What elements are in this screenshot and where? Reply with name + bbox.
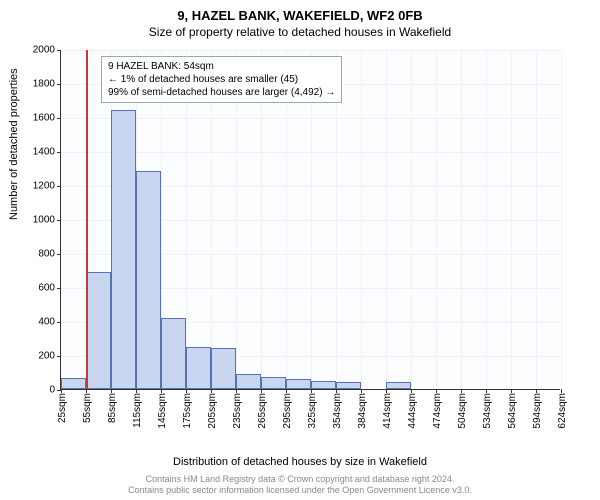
xtick-label: 205sqm: [207, 393, 218, 433]
histogram-bar: [186, 347, 211, 390]
ytick-label: 2000: [33, 45, 55, 56]
xtick-label: 504sqm: [457, 393, 468, 433]
xtick-label: 25sqm: [57, 393, 68, 433]
xtick-label: 414sqm: [382, 393, 393, 433]
xtick-label: 265sqm: [257, 393, 268, 433]
gridline-v: [386, 50, 387, 389]
histogram-bar: [136, 171, 161, 389]
xtick-label: 384sqm: [357, 393, 368, 433]
ytick-label: 1000: [33, 215, 55, 226]
histogram-bar: [161, 318, 186, 389]
histogram-bar: [236, 374, 261, 389]
ytick-label: 1400: [33, 147, 55, 158]
xtick-label: 145sqm: [157, 393, 168, 433]
ytick-mark: [57, 186, 61, 187]
ytick-label: 200: [38, 351, 55, 362]
ytick-label: 0: [49, 385, 55, 396]
y-axis-label: Number of detached properties: [8, 68, 20, 220]
ytick-mark: [57, 322, 61, 323]
xtick-label: 354sqm: [332, 393, 343, 433]
footer-line-1: Contains HM Land Registry data © Crown c…: [0, 474, 600, 485]
histogram-bar: [111, 110, 136, 389]
ytick-mark: [57, 356, 61, 357]
ytick-label: 1600: [33, 113, 55, 124]
xtick-label: 175sqm: [182, 393, 193, 433]
x-axis-label: Distribution of detached houses by size …: [0, 456, 600, 468]
annotation-line-3: 99% of semi-detached houses are larger (…: [108, 86, 335, 99]
ytick-label: 800: [38, 249, 55, 260]
histogram-bar: [86, 272, 111, 389]
gridline-v: [536, 50, 537, 389]
gridline-v: [411, 50, 412, 389]
xtick-label: 325sqm: [307, 393, 318, 433]
xtick-label: 534sqm: [482, 393, 493, 433]
histogram-bar: [311, 381, 336, 390]
xtick-label: 85sqm: [107, 393, 118, 433]
chart-area: 020040060080010001200140016001800200025s…: [60, 50, 560, 390]
gridline-v: [361, 50, 362, 389]
page-title: 9, HAZEL BANK, WAKEFIELD, WF2 0FB: [0, 0, 600, 23]
histogram-bar: [286, 379, 311, 389]
ytick-label: 1800: [33, 79, 55, 90]
ytick-mark: [57, 50, 61, 51]
ytick-mark: [57, 254, 61, 255]
xtick-label: 55sqm: [82, 393, 93, 433]
xtick-label: 564sqm: [507, 393, 518, 433]
gridline-v: [511, 50, 512, 389]
histogram-bar: [386, 382, 411, 389]
xtick-label: 594sqm: [532, 393, 543, 433]
gridline-v: [461, 50, 462, 389]
gridline-v: [486, 50, 487, 389]
annotation-line-2: ← 1% of detached houses are smaller (45): [108, 73, 335, 86]
xtick-label: 295sqm: [282, 393, 293, 433]
xtick-label: 624sqm: [557, 393, 568, 433]
annotation-box: 9 HAZEL BANK: 54sqm← 1% of detached hous…: [101, 56, 342, 103]
histogram-bar: [261, 377, 286, 389]
histogram-bar: [61, 378, 86, 389]
plot-region: 020040060080010001200140016001800200025s…: [60, 50, 560, 390]
ytick-label: 400: [38, 317, 55, 328]
ytick-mark: [57, 288, 61, 289]
ytick-mark: [57, 152, 61, 153]
chart-subtitle: Size of property relative to detached ho…: [0, 23, 600, 43]
ytick-mark: [57, 84, 61, 85]
xtick-label: 444sqm: [407, 393, 418, 433]
ytick-label: 600: [38, 283, 55, 294]
ytick-mark: [57, 118, 61, 119]
xtick-label: 115sqm: [132, 393, 143, 433]
ytick-mark: [57, 220, 61, 221]
footer-line-2: Contains public sector information licen…: [0, 485, 600, 496]
xtick-label: 474sqm: [432, 393, 443, 433]
footer-attribution: Contains HM Land Registry data © Crown c…: [0, 474, 600, 496]
gridline-v: [561, 50, 562, 389]
histogram-bar: [211, 348, 236, 389]
reference-marker-line: [86, 50, 88, 389]
gridline-v: [436, 50, 437, 389]
y-axis-label-text: Number of detached properties: [8, 68, 20, 220]
xtick-label: 235sqm: [232, 393, 243, 433]
chart-container: 9, HAZEL BANK, WAKEFIELD, WF2 0FB Size o…: [0, 0, 600, 500]
ytick-label: 1200: [33, 181, 55, 192]
annotation-line-1: 9 HAZEL BANK: 54sqm: [108, 60, 335, 73]
histogram-bar: [336, 382, 361, 389]
